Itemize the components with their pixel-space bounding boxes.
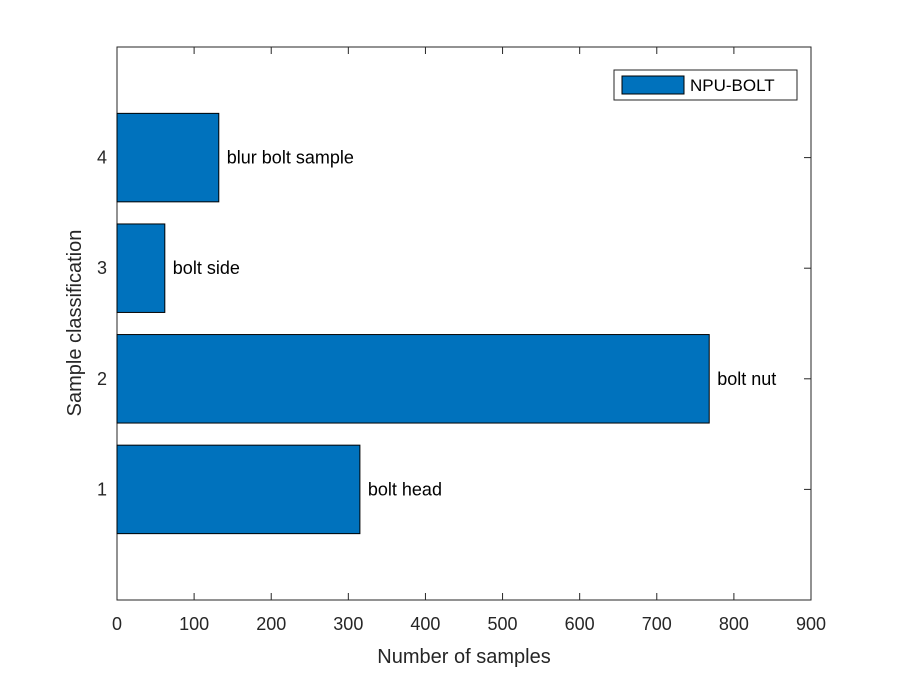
x-tick-label: 900 <box>796 614 826 634</box>
x-tick-label: 400 <box>410 614 440 634</box>
y-tick-label: 1 <box>97 479 107 499</box>
bar <box>116 444 361 535</box>
legend-label: NPU-BOLT <box>690 76 775 95</box>
x-tick-label: 100 <box>179 614 209 634</box>
bar-label: bolt side <box>173 258 240 278</box>
y-tick-label: 2 <box>97 369 107 389</box>
legend: NPU-BOLT <box>613 69 798 101</box>
bar <box>116 223 166 313</box>
y-tick-label: 4 <box>97 148 107 168</box>
bar-label: blur bolt sample <box>227 148 354 168</box>
bar-label: bolt nut <box>717 369 776 389</box>
bar <box>116 334 710 424</box>
x-axis-title: Number of samples <box>377 646 550 668</box>
x-tick-label: 700 <box>642 614 672 634</box>
bar-labels: bolt head bolt nut bolt side blur bolt samp… <box>173 148 776 500</box>
x-tick-label: 200 <box>256 614 286 634</box>
bar-label: bolt head <box>368 479 442 499</box>
x-tick-label: 800 <box>719 614 749 634</box>
bar <box>116 112 220 203</box>
x-axis-ticks: 0 100 200 300 400 500 600 700 800 900 <box>112 47 826 634</box>
bars <box>116 112 710 535</box>
x-tick-label: 300 <box>333 614 363 634</box>
legend-swatch <box>621 75 685 95</box>
y-axis-title: Sample classification <box>64 230 86 417</box>
x-tick-label: 500 <box>488 614 518 634</box>
x-tick-label: 0 <box>112 614 122 634</box>
y-tick-label: 3 <box>97 258 107 278</box>
x-tick-label: 600 <box>565 614 595 634</box>
